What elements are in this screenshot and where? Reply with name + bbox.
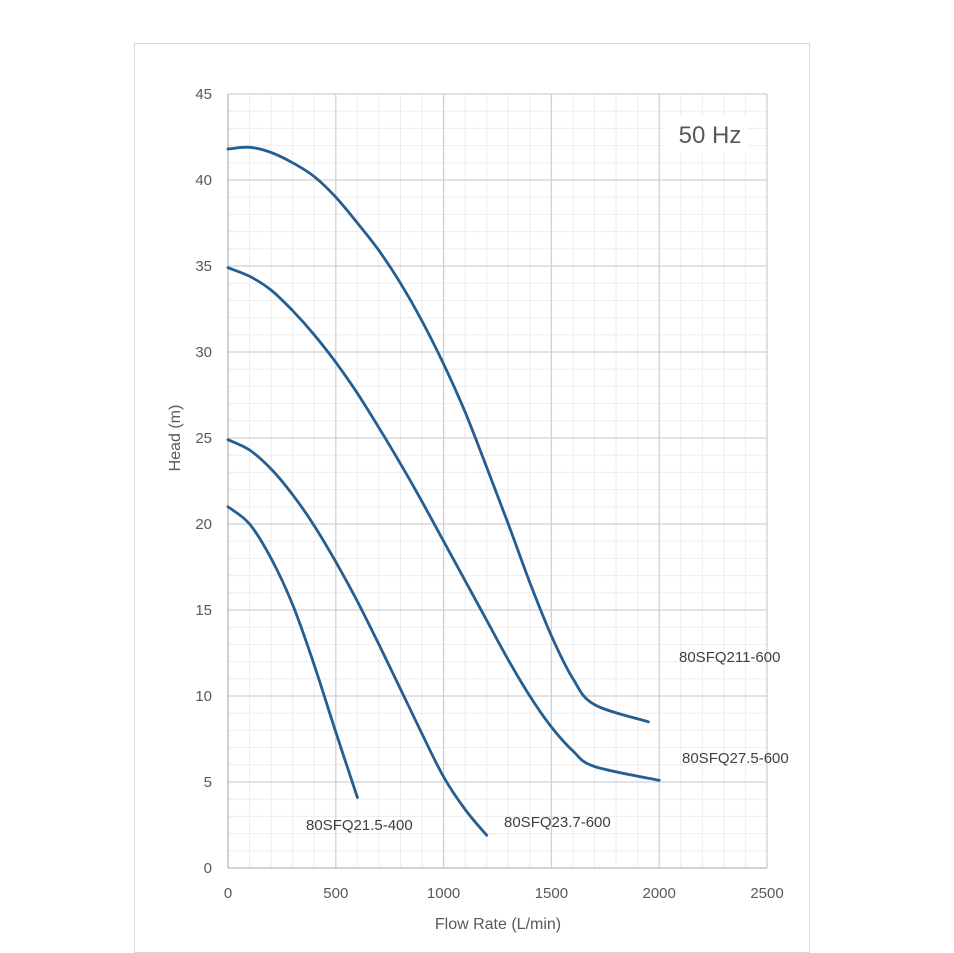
y-tick-label: 45 bbox=[195, 86, 212, 103]
y-tick-label: 15 bbox=[195, 602, 212, 619]
y-tick-labels: 0 5 10 15 20 25 30 35 40 45 bbox=[195, 86, 212, 877]
y-tick-label: 25 bbox=[195, 430, 212, 447]
y-tick-label: 5 bbox=[204, 774, 212, 791]
series-line-80SFQ21.5-400 bbox=[226, 505, 359, 799]
axes bbox=[227, 94, 767, 869]
y-axis-title: Head (m) bbox=[167, 405, 184, 472]
series-line-80SFQ27.5-600 bbox=[226, 266, 661, 782]
y-tick-label: 10 bbox=[195, 688, 212, 705]
y-tick-label: 0 bbox=[204, 860, 212, 877]
minor-grid bbox=[228, 94, 767, 868]
x-tick-label: 500 bbox=[323, 885, 348, 902]
x-tick-label: 1500 bbox=[535, 885, 568, 902]
series-labels: 80SFQ211-600 80SFQ27.5-600 80SFQ23.7-600 80… bbox=[306, 649, 789, 834]
x-tick-label: 1000 bbox=[427, 885, 460, 902]
annotation-background bbox=[664, 117, 748, 153]
x-tick-labels: 0 500 1000 1500 2000 2500 bbox=[224, 885, 784, 902]
series-lines bbox=[226, 145, 661, 837]
frequency-annotation: 50 Hz bbox=[679, 122, 742, 149]
series-line-80SFQ211-600 bbox=[226, 145, 650, 724]
series-label-80SFQ27.5-600: 80SFQ27.5-600 bbox=[682, 750, 789, 767]
y-tick-label: 35 bbox=[195, 258, 212, 275]
series-label-80SFQ211-600: 80SFQ211-600 bbox=[679, 649, 780, 666]
y-tick-label: 30 bbox=[195, 344, 212, 361]
chart-frame bbox=[134, 43, 810, 953]
series-label-80SFQ21.5-400: 80SFQ21.5-400 bbox=[306, 817, 413, 834]
x-axis-title: Flow Rate (L/min) bbox=[435, 916, 561, 933]
series-label-80SFQ23.7-600: 80SFQ23.7-600 bbox=[504, 814, 611, 831]
y-tick-label: 40 bbox=[195, 172, 212, 189]
x-tick-label: 2000 bbox=[643, 885, 676, 902]
series-line-80SFQ23.7-600 bbox=[226, 438, 489, 837]
x-tick-label: 0 bbox=[224, 885, 232, 902]
y-tick-label: 20 bbox=[195, 516, 212, 533]
x-tick-label: 2500 bbox=[750, 885, 783, 902]
